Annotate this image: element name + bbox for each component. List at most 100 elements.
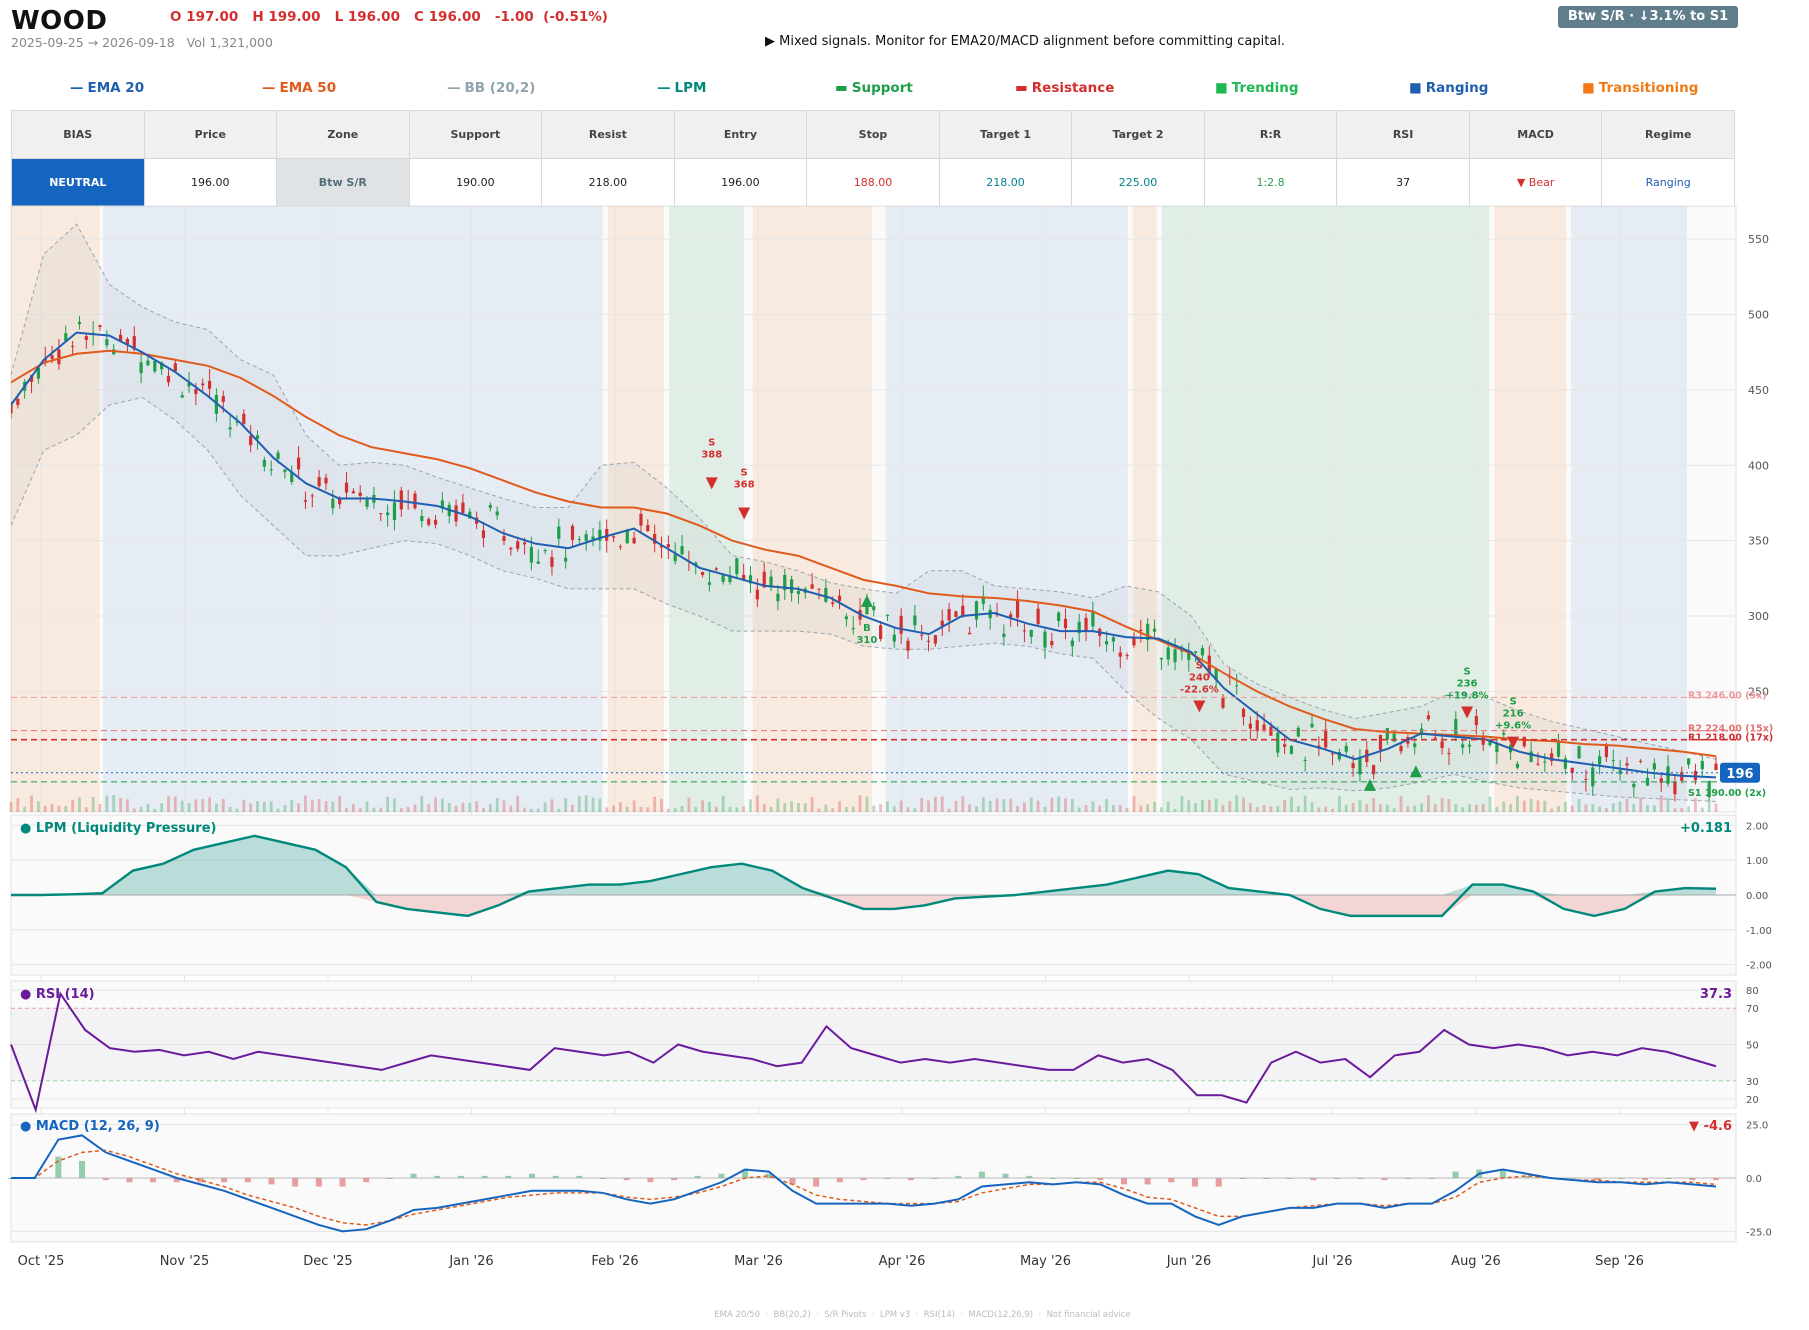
legend-transitioning[interactable]: ■ Transitioning [1582,80,1698,96]
macd-histogram-bar [102,1178,109,1181]
candle-body [399,490,403,510]
volume-bar [1290,796,1293,812]
volume-bar [290,800,294,812]
volume-bar [386,796,390,812]
volume-bar [269,801,273,812]
legend-ema-20[interactable]: — EMA 20 [70,80,144,96]
volume-bar [714,806,718,812]
sr-level-label: S1 190.00 (2x) [1688,788,1766,799]
macd-histogram-bar [1381,1178,1388,1181]
macd-histogram-bar [126,1178,133,1183]
candle-body [36,367,40,379]
legend-support[interactable]: ▬ Support [835,80,913,96]
volume-bar [913,808,917,812]
volume-bar [221,798,225,812]
candle-body [1050,640,1054,646]
volume-bar [71,799,75,812]
x-tick-label: Oct '25 [18,1254,65,1269]
candle-body [1002,633,1006,637]
volume-bar [660,798,663,812]
legend-resistance[interactable]: ▬ Resistance [1015,80,1114,96]
volume-bar [119,797,122,812]
legend-lpm[interactable]: — LPM [657,80,706,96]
volume-bar [1714,803,1718,812]
volume-bar [1516,796,1519,812]
regime-band-transitioning [1494,206,1566,812]
candle-body [1152,628,1157,632]
volume-bar [920,797,924,812]
volume-bar [523,807,526,812]
macd-histogram-bar [292,1178,299,1187]
volume-bar [694,806,698,812]
macd-histogram-bar [1097,1178,1104,1181]
rsi-y-tick: 50 [1746,1041,1759,1052]
candle-body [1673,782,1677,795]
volume-bar [1440,797,1444,812]
candle-body [1488,740,1492,746]
candle-body [132,336,136,350]
regime-band-transitioning [1132,206,1157,812]
volume-bar [50,804,54,812]
candle-body [1543,761,1547,763]
volume-bar [851,806,855,812]
candle-body [344,482,349,493]
candle-body [666,544,670,548]
candle-body [440,500,444,509]
candle-body [139,362,143,374]
volume-bar [468,802,472,812]
legend-bb-20-2[interactable]: — BB (20,2) [447,80,535,96]
candle-body [1241,708,1246,718]
candle-body [728,576,732,583]
candle-body [57,349,61,365]
legend-ema-50[interactable]: — EMA 50 [262,80,336,96]
candle-body [872,606,876,611]
volume-bar [858,795,862,812]
volume-bar [1543,800,1547,812]
candle-body [1344,745,1348,752]
legend-ranging[interactable]: ■ Ranging [1409,80,1488,96]
candle-body [392,502,397,521]
volume-bar [310,800,314,812]
volume-bar [228,806,232,812]
volume-bar [105,795,109,812]
candle-body [1515,763,1520,768]
volume-bar [488,803,492,812]
candle-body [961,605,965,616]
candle-body [365,499,369,507]
candle-body [680,546,684,555]
volume-bar [577,796,581,812]
candle-body [1009,614,1013,618]
macd-histogram-bar [1713,1178,1719,1181]
candle-body [1577,746,1581,759]
signal-label: S [1463,667,1470,678]
volume-bar [988,800,992,812]
legend-trending[interactable]: ■ Trending [1215,80,1298,96]
macd-histogram-bar [1144,1178,1151,1185]
volume-bar [1536,800,1540,812]
macd-histogram-bar [1263,1178,1270,1179]
volume-bar [1454,803,1458,812]
volume-bar [899,800,903,812]
sell-marker [1461,706,1474,719]
volume-bar [612,805,615,812]
legend-label: Resistance [1031,80,1115,96]
volume-bar [1194,803,1197,812]
volume-bar [906,807,910,812]
candle-body [1289,746,1294,754]
candle-body [516,541,520,549]
legend-label: Transitioning [1598,80,1699,96]
volume-bar [194,799,198,812]
sell-marker [738,507,751,520]
macd-histogram-bar [742,1169,749,1178]
legend-label: EMA 20 [87,80,145,96]
volume-bar [351,804,355,812]
candle-body [502,536,506,541]
candle-body [550,557,554,567]
macd-histogram-bar [1310,1178,1317,1181]
candle-body [262,459,266,467]
candle-body [1481,736,1485,745]
volume-bar [1420,803,1423,812]
candle-body [536,561,540,564]
volume-bar [502,800,506,812]
